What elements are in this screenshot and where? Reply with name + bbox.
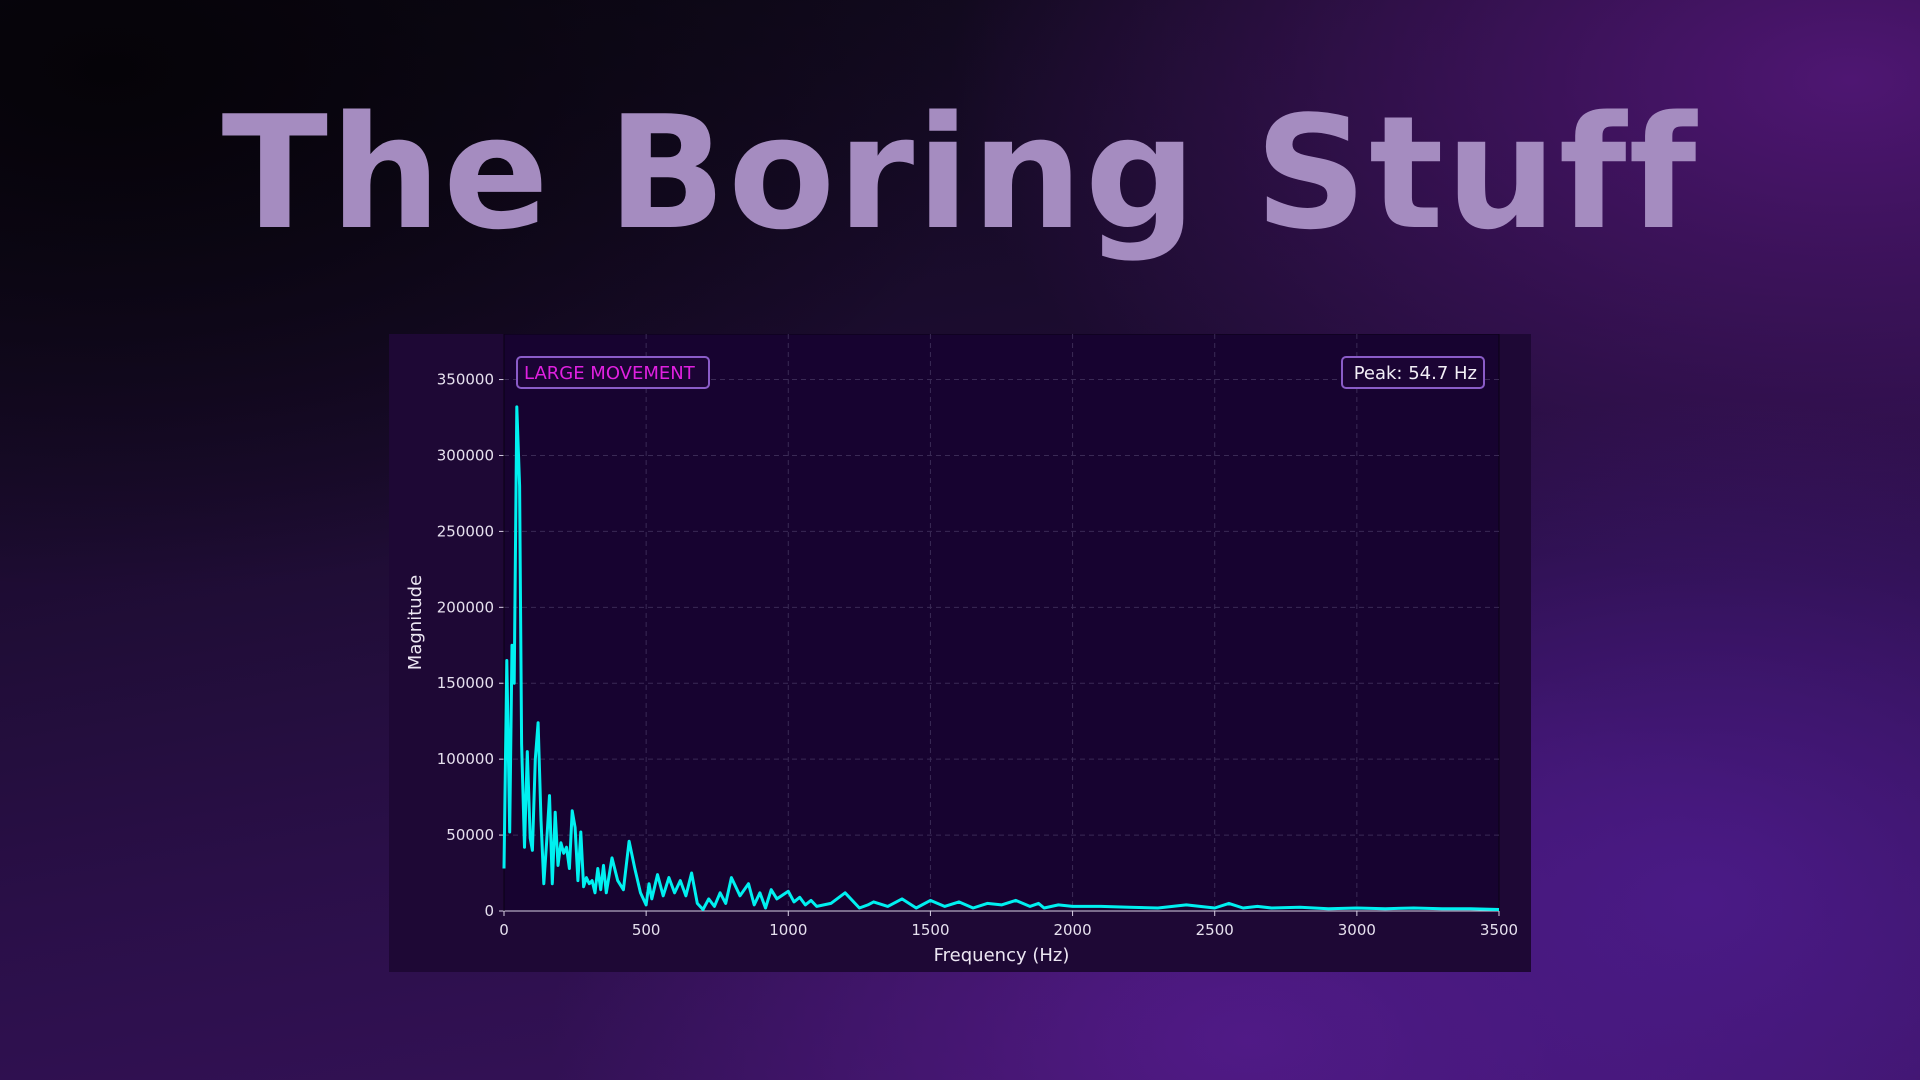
- status-label: LARGE MOVEMENT: [524, 363, 696, 384]
- chart-canvas: 0 500 1000 1500 2000 2500 3000 3500 0 50000 100000…: [405, 334, 1518, 966]
- x-tick-label: 3000: [1338, 921, 1376, 939]
- y-tick-label: 0: [484, 902, 494, 920]
- x-tick-label: 500: [632, 921, 661, 939]
- y-tick-label: 200000: [437, 598, 494, 616]
- plot-area: [503, 334, 1500, 912]
- y-tick-label: 300000: [437, 446, 494, 464]
- y-axis-label: Magnitude: [405, 575, 426, 670]
- peak-label: Peak: 54.7 Hz: [1354, 363, 1477, 384]
- status-badge: LARGE MOVEMENT: [516, 356, 710, 389]
- spectrum-chart: 0 500 1000 1500 2000 2500 3000 3500 0 50000 100000…: [389, 334, 1531, 972]
- x-tick-label: 2500: [1196, 921, 1234, 939]
- y-tick-label: 350000: [437, 371, 494, 389]
- page-title: The Boring Stuff: [221, 82, 1699, 264]
- y-tick-label: 250000: [437, 522, 494, 540]
- x-tick-label: 2000: [1053, 921, 1091, 939]
- axis-ticks: 0 500 1000 1500 2000 2500 3000 3500 0 50000 100000…: [437, 334, 1518, 939]
- x-tick-label: 0: [499, 921, 509, 939]
- x-tick-label: 1500: [911, 921, 949, 939]
- y-tick-label: 100000: [437, 750, 494, 768]
- y-tick-label: 50000: [446, 826, 494, 844]
- x-tick-label: 3500: [1480, 921, 1518, 939]
- spectrum-line: [502, 405, 1500, 911]
- y-tick-label: 150000: [437, 674, 494, 692]
- x-axis-label: Frequency (Hz): [934, 945, 1070, 966]
- x-tick-label: 1000: [769, 921, 807, 939]
- peak-badge: Peak: 54.7 Hz: [1341, 356, 1485, 389]
